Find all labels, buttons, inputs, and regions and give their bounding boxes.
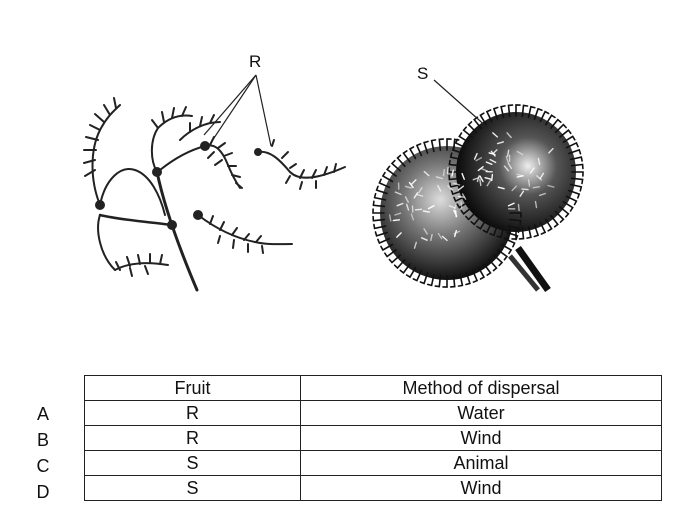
fruit-illustration: R S xyxy=(83,52,584,293)
header-fruit: Fruit xyxy=(84,375,301,401)
label-r: R xyxy=(249,52,261,71)
table-row: S Wind xyxy=(84,475,662,501)
header-method: Method of dispersal xyxy=(300,375,662,401)
option-letter: C xyxy=(36,456,50,476)
cell-method: Animal xyxy=(300,450,662,476)
cell-method: Wind xyxy=(300,425,662,451)
cell-method: Wind xyxy=(300,475,662,501)
table-row: S Animal xyxy=(84,450,662,476)
table-header-row: Fruit Method of dispersal xyxy=(84,375,662,401)
cell-fruit: R xyxy=(84,425,301,451)
fruit-s-drawing xyxy=(372,104,584,293)
option-letter: B xyxy=(36,430,49,450)
label-r-pointer-lines xyxy=(203,74,272,151)
cell-fruit: R xyxy=(84,400,301,426)
table-row: R Wind xyxy=(84,425,662,451)
table-row: R Water xyxy=(84,400,662,426)
option-letters: A B C D xyxy=(28,401,58,505)
option-letter: A xyxy=(36,404,49,424)
label-s: S xyxy=(417,64,428,83)
option-letter: D xyxy=(36,482,50,502)
label-s-pointer-line xyxy=(433,79,489,129)
cell-fruit: S xyxy=(84,450,301,476)
cell-fruit: S xyxy=(84,475,301,501)
answer-table: Fruit Method of dispersal R Water R Wind… xyxy=(84,375,662,501)
fruit-r-drawing xyxy=(83,97,346,292)
cell-method: Water xyxy=(300,400,662,426)
